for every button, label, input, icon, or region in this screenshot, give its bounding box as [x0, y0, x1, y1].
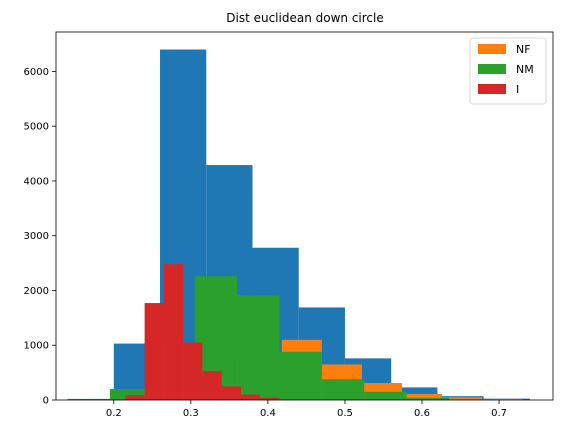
bar-nm-5	[279, 351, 322, 400]
chart-title: Dist euclidean down circle	[226, 11, 383, 25]
bar-i-6	[240, 394, 261, 400]
series-i	[125, 264, 299, 400]
bar-i-2	[163, 264, 184, 400]
bar-nm-1	[109, 389, 153, 400]
legend-swatch-nf	[478, 44, 506, 54]
x-tick-label: 0.3	[183, 408, 199, 419]
legend-swatch-nm	[478, 64, 506, 74]
axes-layer: 0.2 0.3 0.4 0.5 0.6 0.7 0 1000 2000 3000 4000 5000 6…	[24, 31, 554, 419]
bar-i-0	[125, 395, 145, 400]
y-tick-label: 0	[43, 396, 49, 407]
bar-nf-8	[442, 397, 483, 400]
legend-label-nf: NF	[516, 43, 531, 56]
y-tick-label: 5000	[24, 122, 49, 133]
bar-i-5	[221, 386, 241, 400]
legend-swatch-i	[478, 84, 506, 94]
legend: NF NM I	[469, 37, 547, 105]
bar-nf-7	[401, 393, 443, 400]
x-tick-label: 0.7	[491, 408, 507, 419]
x-tick-label: 0.4	[260, 408, 276, 419]
y-tick-label: 4000	[24, 176, 49, 187]
y-tick-label: 6000	[24, 67, 49, 78]
bar-nf-9	[482, 398, 523, 400]
bar-nm-8	[406, 397, 449, 400]
bar-nm-7	[364, 391, 407, 400]
bar-i-3	[183, 342, 203, 400]
bar-nm-6	[321, 379, 365, 400]
y-tick-label: 1000	[24, 341, 49, 352]
bar-i-4	[202, 370, 222, 400]
legend-label-nm: NM	[516, 63, 534, 76]
plot-frame	[55, 31, 554, 401]
bar-i-7	[260, 397, 280, 400]
bar-nm-4	[237, 295, 280, 400]
bar-i-1	[144, 303, 164, 400]
bar-nm-0	[67, 398, 110, 400]
y-tick-label: 2000	[24, 286, 49, 297]
x-tick-label: 0.6	[414, 408, 430, 419]
x-tick-label: 0.2	[106, 408, 122, 419]
y-tick-label: 3000	[24, 231, 49, 242]
bars-layer	[67, 49, 530, 401]
x-tick-label: 0.5	[337, 408, 353, 419]
legend-label-i: I	[516, 83, 519, 96]
